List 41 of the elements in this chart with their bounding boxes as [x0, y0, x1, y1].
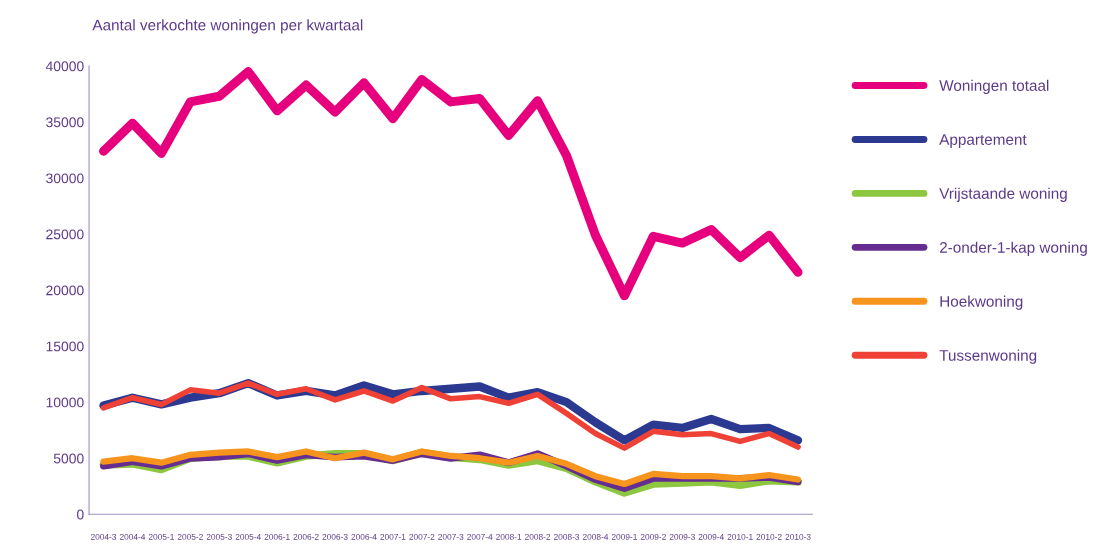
- x-tick-label: 2009-2: [640, 533, 666, 540]
- x-tick-label: 2008-3: [553, 533, 580, 540]
- y-tick-label: 10000: [46, 397, 84, 408]
- x-tick-label: 2010-3: [785, 533, 811, 540]
- y-tick-label: 15000: [46, 341, 84, 352]
- x-tick-label: 2007-3: [438, 533, 464, 540]
- x-tick-label: 2009-3: [669, 533, 695, 540]
- x-tick-label: 2007-4: [467, 533, 493, 540]
- y-tick-label: 0: [77, 509, 84, 520]
- x-tick-label: 2010-1: [727, 533, 753, 540]
- legend-label: Tussenwoning: [939, 349, 1037, 364]
- chart-title: Aantal verkochte woningen per kwartaal: [92, 19, 363, 34]
- x-tick-label: 2008-4: [582, 533, 609, 540]
- legend-label: Appartement: [939, 134, 1027, 148]
- x-tick-label: 2005-1: [148, 533, 174, 540]
- x-tick-label: 2009-4: [698, 533, 724, 540]
- x-tick-label: 2006-1: [264, 533, 290, 540]
- legend-label: Woningen totaal: [939, 79, 1049, 94]
- x-tick-label: 2008-1: [496, 533, 522, 540]
- legend-label: Vrijstaande woning: [939, 187, 1067, 202]
- y-tick-label: 20000: [46, 285, 84, 296]
- x-tick-label: 2010-2: [756, 533, 782, 540]
- x-tick-label: 2006-4: [351, 533, 377, 540]
- y-tick-label: 30000: [46, 173, 84, 184]
- legend-label: Hoekwoning: [940, 295, 1023, 310]
- x-tick-label: 2007-2: [409, 533, 435, 540]
- y-tick-label: 40000: [45, 61, 84, 72]
- x-tick-label: 2004-4: [119, 533, 146, 540]
- x-tick-label: 2008-2: [525, 533, 551, 540]
- x-tick-label: 2006-3: [322, 533, 348, 540]
- x-tick-label: 2009-1: [611, 533, 637, 540]
- x-tick-label: 2004-3: [90, 533, 117, 540]
- legend-label: 2-onder-1-kap woning: [939, 241, 1087, 256]
- y-tick-label: 25000: [46, 229, 84, 240]
- x-tick-label: 2007-1: [380, 533, 406, 540]
- x-tick-label: 2005-4: [235, 533, 261, 540]
- x-tick-label: 2006-2: [293, 533, 319, 540]
- y-tick-label: 35000: [46, 117, 84, 128]
- x-tick-label: 2005-3: [206, 533, 232, 540]
- x-tick-label: 2005-2: [177, 533, 203, 540]
- y-tick-label: 5000: [53, 453, 84, 464]
